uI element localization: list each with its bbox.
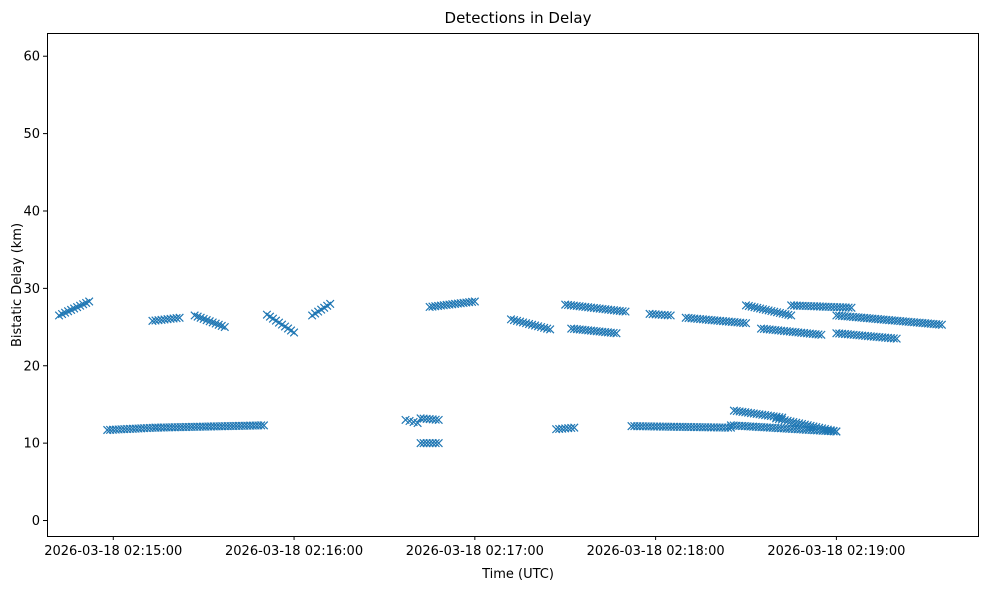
data-point [190,311,199,320]
data-point [847,303,856,312]
x-axis-ticks: 2026-03-18 02:15:00 2026-03-18 02:16:00 20… [44,536,905,559]
y-axis-ticks: 0 10 20 30 40 50 60 [23,50,47,529]
data-point [612,329,621,338]
x-axis-label: Time (UTC) [481,567,554,582]
y-tick-label: 0 [32,514,40,529]
data-point [325,299,335,309]
data-point [741,318,751,328]
y-tick-label: 20 [23,359,40,374]
data-point [470,297,480,306]
x-tick-label: 2026-03-18 02:15:00 [44,544,182,559]
data-point [545,325,555,334]
data-point [419,438,428,448]
data-point [829,426,838,436]
y-tick-label: 60 [23,50,40,65]
data-point [666,311,675,320]
data-point [422,438,431,448]
data-point [889,334,899,343]
data-point [193,312,202,321]
data-point [431,438,440,448]
data-point [434,415,443,425]
data-point [570,423,579,432]
data-point [618,307,627,316]
x-tick-label: 2026-03-18 02:17:00 [406,544,544,559]
data-point [205,317,214,326]
data-point [567,423,576,433]
data-point [814,330,823,339]
data-point [934,320,944,329]
data-point [175,313,184,322]
data-point [844,303,853,312]
chart-title: Detections in Delay [445,9,592,27]
data-point [467,297,477,307]
data-point [416,438,425,448]
data-point [289,328,299,337]
data-point [220,322,229,332]
data-point [217,321,226,331]
data-point [428,438,437,448]
plot-area-frame [47,33,979,537]
data-points [54,297,947,448]
x-tick-label: 2026-03-18 02:19:00 [767,544,905,559]
data-point [208,318,217,327]
data-point [738,318,748,328]
data-point [621,307,630,316]
data-point [211,319,220,328]
data-point [542,324,552,333]
data-point [434,438,443,448]
data-point [892,334,901,343]
y-tick-label: 50 [23,127,40,142]
data-point [202,315,211,325]
data-point [199,314,208,324]
data-point [663,311,672,320]
data-point [609,328,618,338]
y-tick-label: 30 [23,282,40,297]
data-point [259,421,269,430]
y-axis-label: Bistatic Delay (km) [10,223,25,347]
data-point [425,438,434,448]
data-point [784,310,793,320]
y-tick-label: 40 [23,204,40,219]
x-tick-label: 2026-03-18 02:18:00 [587,544,725,559]
data-point [817,330,826,340]
data-point [937,320,947,329]
data-point [431,415,440,424]
data-point [172,313,181,323]
x-tick-label: 2026-03-18 02:16:00 [225,544,363,559]
data-point [214,320,223,329]
data-point [84,297,94,306]
data-point [196,313,205,322]
data-point [256,421,266,430]
data-point [832,427,841,436]
data-point [786,311,796,320]
y-tick-label: 10 [23,437,40,452]
data-point [413,418,422,428]
